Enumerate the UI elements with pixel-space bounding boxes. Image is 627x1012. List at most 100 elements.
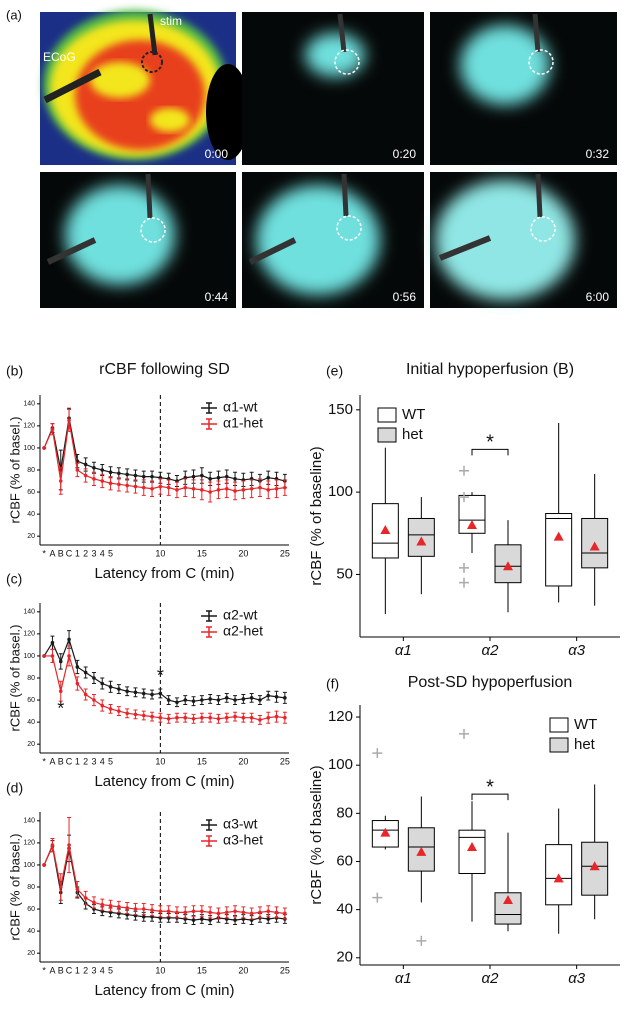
data-point (42, 863, 46, 867)
data-point (141, 907, 146, 911)
x-tick-label: α1 (395, 642, 412, 659)
data-point (274, 486, 279, 491)
data-point (191, 717, 196, 721)
data-point (241, 697, 246, 701)
data-point (50, 843, 55, 847)
data-point (175, 700, 179, 705)
legend-label: α2-wt (223, 607, 258, 623)
x-tick-label: 10 (155, 756, 165, 766)
legend-symbol (201, 610, 217, 622)
data-point (191, 918, 196, 922)
data-point (258, 718, 262, 722)
data-point (216, 911, 221, 916)
x-tick-label: 3 (91, 548, 96, 558)
panel-label: (d) (6, 780, 23, 796)
x-axis-title: Latency from C (min) (94, 565, 234, 582)
data-point (258, 698, 262, 702)
box (458, 829, 486, 875)
y-tick-label: 80 (27, 884, 35, 891)
x-tick-label: α3 (568, 970, 586, 987)
x-tick-label: α2 (482, 970, 500, 987)
data-point (258, 485, 262, 490)
data-point (208, 490, 212, 494)
mean-marker (589, 861, 600, 871)
data-point (117, 482, 121, 487)
x-tick-label: C (66, 756, 73, 766)
mean-marker (380, 524, 391, 534)
data-point (83, 473, 88, 478)
panel-label: (f) (326, 676, 339, 692)
data-point (158, 909, 163, 914)
data-point (266, 917, 271, 921)
x-tick-label: 15 (197, 756, 207, 766)
outlier (459, 492, 469, 503)
legend-swatch (377, 427, 397, 443)
data-point (274, 910, 279, 915)
data-point (133, 690, 138, 695)
data-point (83, 462, 88, 467)
series-line (43, 843, 285, 915)
data-point (200, 715, 204, 720)
data-point (50, 654, 55, 658)
data-point (283, 485, 287, 490)
mean-marker (380, 827, 391, 837)
image-frame (40, 172, 236, 308)
series-line (43, 844, 285, 921)
data-point (191, 699, 196, 703)
data-point (224, 486, 229, 491)
annotation: * (486, 776, 494, 798)
outlier (459, 728, 469, 739)
panel-label: (c) (6, 571, 22, 587)
x-tick-label: 1 (75, 756, 80, 766)
y-tick-label: 120 (23, 840, 35, 847)
x-tick-label: 1 (75, 965, 80, 975)
data-point (224, 696, 229, 700)
data-point (266, 909, 271, 914)
data-point (58, 689, 63, 694)
x-tick-label: 3 (91, 756, 96, 766)
data-point (117, 905, 121, 909)
y-axis-title: rCBF (% of baseline) (308, 446, 325, 585)
x-tick-label: 15 (197, 548, 207, 558)
data-point (216, 717, 221, 721)
data-point (158, 691, 163, 696)
timestamp: 0:56 (393, 290, 417, 304)
box (545, 513, 573, 587)
x-tick-label: B (58, 548, 64, 558)
y-tick-label: 80 (27, 467, 35, 474)
data-point (125, 711, 129, 716)
mean-marker (416, 536, 427, 546)
y-tick-label: 60 (27, 697, 35, 704)
data-point (249, 696, 254, 700)
data-point (166, 485, 171, 490)
data-point (183, 485, 188, 490)
data-point (208, 918, 212, 922)
x-tick-label: B (58, 965, 64, 975)
data-point (150, 714, 154, 719)
x-tick-label: * (42, 548, 46, 558)
box (581, 841, 609, 896)
legend-label: WT (402, 406, 425, 423)
data-point (249, 486, 254, 491)
data-point (208, 715, 212, 720)
image-frame (242, 172, 424, 308)
data-point (50, 427, 55, 431)
data-point (249, 715, 254, 720)
chart-title: rCBF following SD (99, 361, 230, 378)
timestamp: 0:20 (393, 147, 417, 161)
legend-swatch (549, 717, 569, 733)
data-point (117, 687, 121, 691)
data-point (141, 691, 146, 696)
data-point (233, 714, 237, 719)
image-annotation: stim (160, 14, 182, 28)
outlier (416, 935, 427, 946)
data-point (83, 670, 88, 675)
chart-title: Initial hypoperfusion (B) (406, 361, 574, 378)
data-point (75, 681, 80, 686)
data-point (233, 489, 237, 493)
x-tick-label: * (42, 756, 46, 766)
panel-label: (b) (6, 363, 23, 379)
x-tick-label: * (42, 965, 46, 975)
series-line (43, 420, 285, 493)
y-axis-title: rCBF (% of basel.) (7, 417, 22, 524)
